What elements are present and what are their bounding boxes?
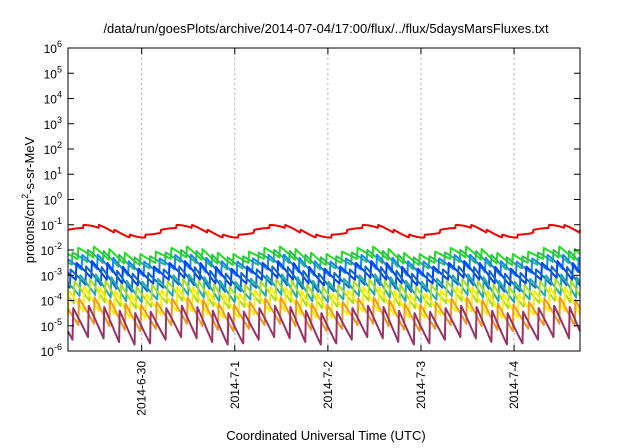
y-axis-label: protons/cm2-s-sr-MeV xyxy=(20,136,37,263)
y-tick-label: 101 xyxy=(44,165,62,182)
y-tick-label: 102 xyxy=(44,140,62,157)
series-line xyxy=(67,304,581,346)
x-tick-label: 2014-7-2 xyxy=(321,361,335,409)
y-tick-exp: -1 xyxy=(54,216,62,226)
y-axis-label-rest: -s-sr-MeV xyxy=(22,136,37,193)
y-tick-base: 10 xyxy=(41,244,55,258)
y-tick-label: 106 xyxy=(44,39,62,56)
chart-title: /data/run/goesPlots/archive/2014-07-04/1… xyxy=(103,21,549,36)
series-line xyxy=(67,286,581,319)
y-tick-base: 10 xyxy=(41,269,55,283)
grid-lines xyxy=(141,48,515,351)
series-line xyxy=(67,248,581,271)
y-tick-exp: 6 xyxy=(57,39,62,49)
y-tick-base: 10 xyxy=(44,194,58,208)
series-layer xyxy=(67,224,581,346)
y-tick-base: 10 xyxy=(41,219,55,233)
series-line xyxy=(67,278,581,310)
series-line xyxy=(67,245,581,266)
y-tick-base: 10 xyxy=(44,118,58,132)
y-tick-label: 10-4 xyxy=(41,292,62,309)
y-tick-base: 10 xyxy=(44,168,58,182)
y-tick-label: 105 xyxy=(44,64,62,81)
y-tick-labels: 10610510410310210110010-110-210-310-410-… xyxy=(41,39,62,359)
y-tick-base: 10 xyxy=(44,42,58,56)
y-tick-exp: -2 xyxy=(54,241,62,251)
y-tick-exp: 1 xyxy=(57,165,62,175)
y-tick-label: 10-1 xyxy=(41,216,62,233)
x-tick-label: 2014-7-3 xyxy=(414,361,428,409)
y-tick-exp: -6 xyxy=(54,342,62,352)
y-tick-base: 10 xyxy=(41,295,55,309)
x-axis-label: Coordinated Universal Time (UTC) xyxy=(226,428,425,443)
y-tick-exp: -4 xyxy=(54,292,62,302)
series-line xyxy=(67,265,581,293)
y-tick-label: 100 xyxy=(44,191,62,208)
y-tick-label: 10-2 xyxy=(41,241,62,258)
series-line xyxy=(67,296,581,333)
y-tick-base: 10 xyxy=(44,143,58,157)
x-tick-label: 2014-7-1 xyxy=(228,361,242,409)
series-line xyxy=(67,273,581,304)
plot-frame xyxy=(67,47,581,352)
y-tick-exp: 3 xyxy=(57,115,62,125)
y-tick-label: 10-6 xyxy=(41,342,62,359)
y-tick-label: 103 xyxy=(44,115,62,132)
y-tick-exp: -3 xyxy=(54,266,62,276)
x-tick-label: 2014-7-4 xyxy=(507,361,521,409)
y-tick-exp: 5 xyxy=(57,64,62,74)
y-tick-base: 10 xyxy=(44,93,58,107)
x-tick-label: 2014-6-30 xyxy=(135,361,149,416)
y-tick-base: 10 xyxy=(41,320,55,334)
y-tick-exp: 2 xyxy=(57,140,62,150)
y-tick-label: 104 xyxy=(44,90,62,107)
x-tick-labels: 2014-6-30 2014-7-1 2014-7-2 2014-7-3 2014-7-… xyxy=(135,361,521,416)
y-tick-exp: -5 xyxy=(54,317,62,327)
series-line xyxy=(67,224,581,239)
y-axis-label-sup: 2 xyxy=(20,194,30,199)
y-tick-exp: 4 xyxy=(57,90,62,100)
y-tick-exp: 0 xyxy=(57,191,62,201)
y-tick-base: 10 xyxy=(44,67,58,81)
series-line xyxy=(67,260,581,287)
axes xyxy=(67,47,581,352)
y-tick-label: 10-3 xyxy=(41,266,62,283)
y-axis-label-main: protons/cm xyxy=(22,199,37,263)
y-tick-base: 10 xyxy=(41,345,55,359)
y-tick-label: 10-5 xyxy=(41,317,62,334)
